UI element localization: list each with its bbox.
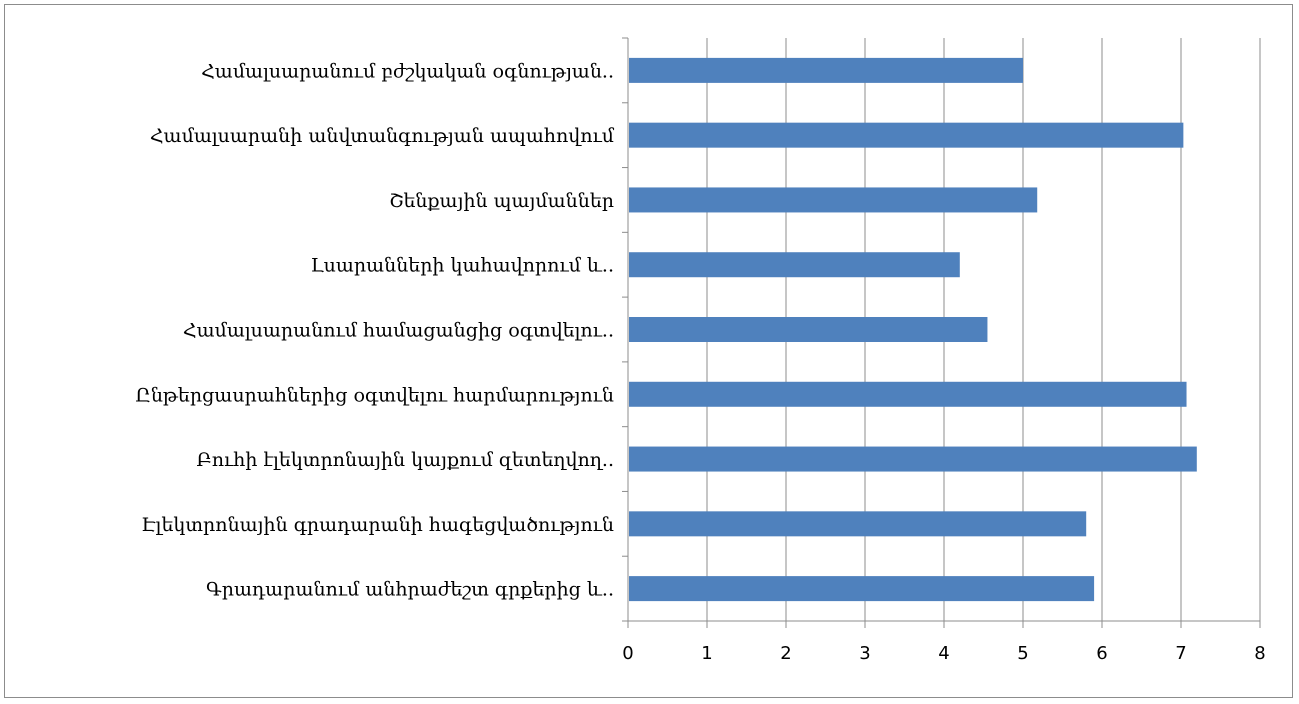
bar-4 (629, 381, 1187, 407)
category-label-9: Համալսարանում բժշկական օգնության.. (201, 60, 614, 82)
category-label-2: Էլեկտրոնային գրադարանի հագեցվածություն (141, 514, 614, 536)
bar-chart: Գրադարանում անհրաժեշտ գրքերից և.. Էլեկտրո… (135, 37, 1266, 664)
x-tick-label: 6 (1096, 643, 1107, 664)
bars (629, 57, 1197, 602)
chart-frame: Գրադարանում անհրաժեշտ գրքերից և.. Էլեկտրո… (4, 4, 1293, 698)
category-label-8: Համալսարանի անվտանգության ապահովում (150, 125, 615, 147)
x-tick-label: 7 (1175, 643, 1186, 664)
x-tick-label: 8 (1254, 643, 1265, 664)
x-tick-label: 0 (622, 643, 633, 664)
category-label-7: Շենքային պայմաններ (389, 190, 614, 212)
bar-8 (629, 122, 1184, 148)
axes (622, 37, 1261, 628)
category-labels: Գրադարանում անհրաժեշտ գրքերից և.. Էլեկտրո… (135, 60, 614, 600)
bar-5 (629, 317, 988, 342)
category-label-3: Բուհի էլեկտրոնային կայքում զետեղվող.. (196, 449, 614, 471)
x-tick-label: 2 (780, 643, 791, 664)
bar-9 (629, 57, 1023, 83)
category-label-6: Լսարանների կահավորում և.. (311, 255, 614, 277)
category-label-5: Համալսարանում համացանցից օգտվելու.. (183, 320, 614, 342)
x-tick-label: 1 (701, 643, 712, 664)
bar-2 (629, 511, 1087, 537)
bar-6 (629, 252, 960, 278)
category-label-1: Գրադարանում անհրաժեշտ գրքերից և.. (206, 579, 614, 601)
x-tick-label: 4 (938, 643, 949, 664)
x-tick-label: 5 (1017, 643, 1028, 664)
category-label-4: Ընթերցասրահներից օգտվելու հարմարություն (135, 384, 614, 406)
x-tick-label: 3 (859, 643, 870, 664)
bar-1 (629, 576, 1095, 602)
x-tick-labels: 0 1 2 3 4 5 6 7 8 (622, 643, 1265, 664)
bar-7 (629, 187, 1038, 213)
bar-3 (629, 446, 1197, 472)
